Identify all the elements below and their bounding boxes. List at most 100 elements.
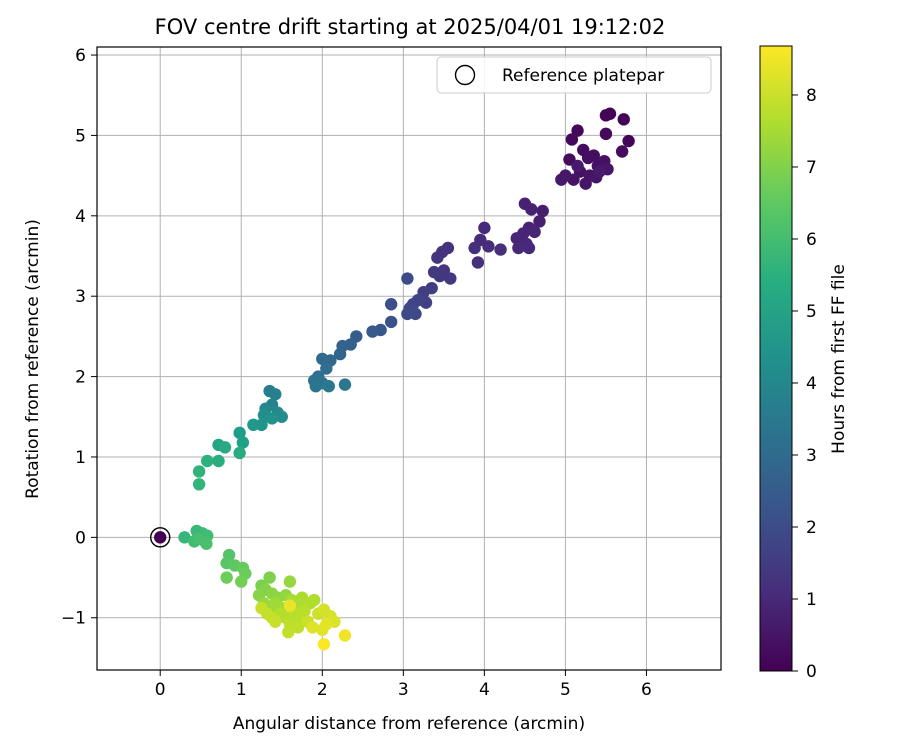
x-tick-label: 0 [155, 680, 166, 700]
legend-marker-icon [454, 64, 476, 86]
scatter-point [192, 465, 206, 478]
colorbar-label: Hours from first FF file [829, 264, 849, 454]
data-points [178, 107, 635, 651]
colorbar-tick-label: 3 [806, 446, 817, 466]
scatter-point [587, 149, 600, 162]
colorbar-tick-label: 7 [806, 158, 817, 178]
colorbar-tick-label: 1 [806, 590, 817, 610]
y-tick-label: −1 [61, 609, 86, 629]
legend: Reference platepar [436, 56, 712, 94]
colorbar-tick-label: 8 [806, 86, 817, 106]
scatter-point [617, 113, 630, 126]
scatter-point [233, 446, 246, 460]
colorbar-tick-label: 4 [806, 374, 817, 394]
scatter-point [307, 593, 321, 607]
scatter-point [599, 109, 613, 122]
scatter-point [317, 638, 331, 651]
scatter-point [427, 265, 441, 279]
scatter-point [298, 605, 311, 618]
scatter-point [320, 362, 333, 375]
scatter-point [269, 615, 282, 628]
scatter-point [384, 315, 398, 329]
reference-marker [150, 527, 171, 548]
scatter-point [220, 571, 233, 584]
scatter-point [494, 243, 507, 256]
scatter-point [269, 388, 282, 401]
x-tick-label: 6 [641, 680, 652, 700]
scatter-point [212, 454, 225, 468]
y-tick-label: 4 [75, 207, 86, 227]
scatter-point [282, 626, 295, 639]
y-tick-label: 5 [75, 126, 86, 146]
x-tick-label: 4 [479, 680, 490, 700]
colorbar-tick-label: 6 [806, 230, 817, 250]
scatter-point [525, 203, 538, 216]
scatter-point [599, 127, 613, 141]
scatter-point [333, 347, 347, 361]
scatter-point [401, 307, 414, 321]
scatter-point [384, 298, 398, 311]
scatter-point [275, 410, 288, 423]
scatter-point [522, 241, 536, 255]
scatter-point [322, 380, 335, 393]
plot-frame [96, 46, 722, 671]
scatter-point [316, 352, 329, 366]
y-tick-label: 6 [75, 46, 86, 66]
axis-ticks: 0 1 2 3 4 5 6 −1 0 1 2 3 4 5 6 [61, 46, 652, 700]
scatter-point [338, 629, 352, 642]
scatter-point [233, 426, 246, 440]
scatter-point [579, 177, 592, 190]
colorbar-gradient [759, 45, 793, 672]
chart-title: FOV centre drift starting at 2025/04/01 … [155, 15, 666, 39]
scatter-point [283, 599, 297, 612]
scatter-point [265, 412, 279, 425]
colorbar-tick-label: 0 [806, 662, 817, 682]
reference-point [154, 531, 167, 544]
scatter-point [431, 251, 444, 264]
scatter-point [478, 221, 491, 235]
scatter-point [192, 478, 206, 491]
scatter-point [200, 537, 213, 550]
scatter-point [309, 380, 323, 393]
legend-entry-label: Reference platepar [502, 66, 664, 86]
scatter-point [615, 145, 629, 158]
x-axis-label: Angular distance from reference (arcmin) [233, 714, 585, 734]
colorbar: 0 1 2 3 4 5 6 7 8 Hours from first FF file [759, 45, 849, 682]
scatter-point [536, 204, 549, 218]
scatter-point [510, 232, 523, 245]
y-tick-label: 1 [75, 448, 86, 468]
scatter-point [593, 165, 606, 178]
scatter-point [218, 441, 232, 454]
x-tick-label: 1 [236, 680, 247, 700]
scatter-point [571, 124, 584, 137]
y-tick-label: 2 [75, 368, 86, 388]
scatter-point [283, 575, 297, 588]
scatter-point [235, 575, 248, 588]
legend-box [436, 56, 712, 94]
scatter-point [571, 159, 584, 173]
colorbar-tick-label: 5 [806, 302, 817, 322]
reference-marker-layer [150, 527, 171, 548]
scatter-point [622, 134, 635, 148]
scatter-point [401, 272, 414, 285]
scatter-point [291, 621, 305, 634]
scatter-point [263, 571, 276, 584]
scatter-point [555, 173, 568, 186]
scatter-point [236, 436, 250, 449]
scatter-point [444, 272, 457, 285]
y-tick-label: 0 [75, 528, 86, 548]
colorbar-tick-label: 2 [806, 518, 817, 538]
scatter-point [468, 241, 481, 255]
scatter-point [338, 378, 352, 391]
scatter-point [565, 133, 579, 146]
scatter-point [471, 256, 485, 269]
y-axis-label: Rotation from reference (arcmin) [23, 219, 43, 499]
colorbar-ticks: 0 1 2 3 4 5 6 7 8 [792, 86, 817, 682]
x-tick-label: 2 [317, 680, 328, 700]
scatter-point [255, 601, 268, 615]
y-tick-label: 3 [75, 287, 86, 307]
scatter-point [528, 225, 541, 239]
scatter-point [247, 418, 260, 432]
x-tick-label: 3 [398, 680, 409, 700]
